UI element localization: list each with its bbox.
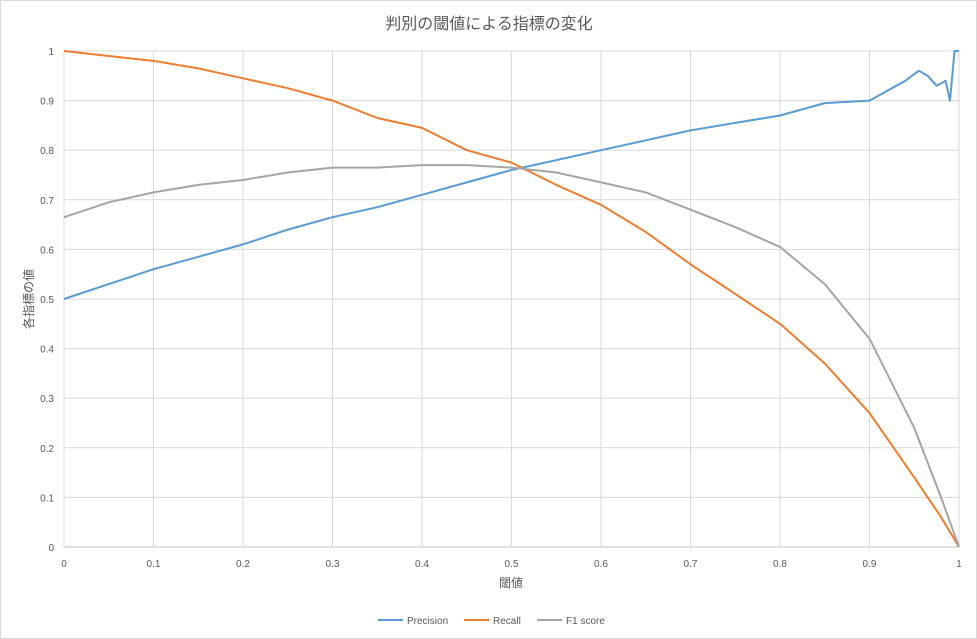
x-tick-label: 0.8 <box>773 559 787 570</box>
legend-label: F1 score <box>566 616 605 627</box>
gridlines <box>63 50 960 548</box>
y-tick-label: 0.6 <box>40 245 54 256</box>
y-tick-label: 0.4 <box>40 345 54 356</box>
x-tick-label: 0 <box>61 559 67 570</box>
legend-label: Recall <box>493 616 521 627</box>
series-line-precision <box>63 50 959 300</box>
x-tick-label: 0.9 <box>863 559 877 570</box>
x-tick-label: 0.3 <box>326 559 340 570</box>
y-tick-label: 0.5 <box>40 295 54 306</box>
x-tick-label: 0.2 <box>236 559 250 570</box>
chart-title: 判別の閾値による指標の変化 <box>385 14 593 33</box>
series-line-f1-score <box>63 164 960 548</box>
y-tick-label: 0 <box>48 543 54 554</box>
legend-label: Precision <box>407 616 448 627</box>
series-line-recall <box>63 50 960 548</box>
y-tick-label: 0.9 <box>40 97 54 108</box>
y-axis-label: 各指標の値 <box>21 269 36 329</box>
x-axis-label: 閾値 <box>499 575 523 590</box>
y-tick-label: 0.8 <box>40 146 54 157</box>
x-tick-label: 0.1 <box>147 559 161 570</box>
y-tick-label: 0.1 <box>40 493 54 504</box>
series-lines <box>63 50 960 548</box>
legend: Precision Recall F1 score <box>378 616 605 627</box>
y-tick-label: 0.3 <box>40 394 54 405</box>
x-tick-label: 1 <box>956 559 962 570</box>
x-tick-label: 0.7 <box>684 559 698 570</box>
x-tick-label: 0.5 <box>505 559 519 570</box>
y-tick-label: 1 <box>48 47 54 58</box>
tick-labels: 0 0.1 0.2 0.3 0.4 0.5 0.6 0.7 0.8 0.9 1 0 0.1 0.2 0.3 0… <box>40 47 962 570</box>
x-tick-label: 0.4 <box>415 559 429 570</box>
y-tick-label: 0.2 <box>40 444 54 455</box>
y-tick-label: 0.7 <box>40 196 54 207</box>
x-tick-label: 0.6 <box>594 559 608 570</box>
